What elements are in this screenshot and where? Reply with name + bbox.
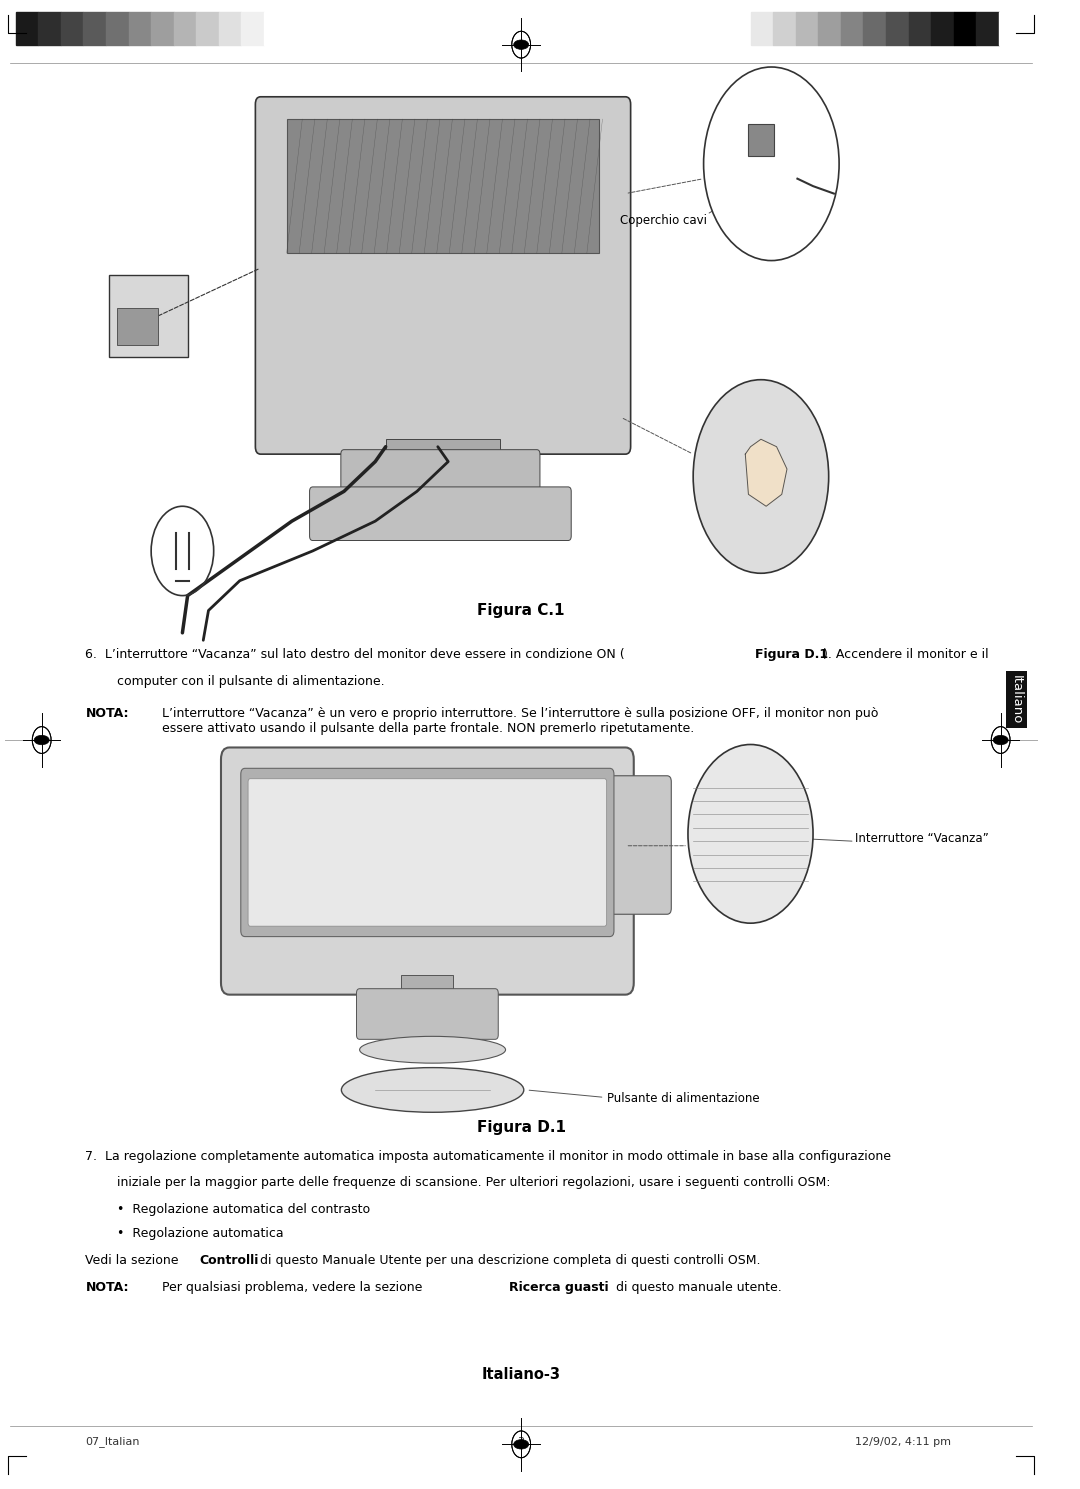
Bar xyxy=(265,12,286,45)
FancyBboxPatch shape xyxy=(356,989,498,1039)
Bar xyxy=(819,12,841,45)
Text: Interruttore “Vacanza”: Interruttore “Vacanza” xyxy=(854,832,988,844)
FancyBboxPatch shape xyxy=(248,779,607,926)
Text: L’interruttore “Vacanza” è un vero e proprio interruttore. Se l’interruttore è s: L’interruttore “Vacanza” è un vero e pro… xyxy=(162,707,878,736)
Text: Coperchio cavi: Coperchio cavi xyxy=(620,214,706,228)
Bar xyxy=(151,12,174,45)
Bar xyxy=(242,12,265,45)
Ellipse shape xyxy=(994,736,1008,744)
Bar xyxy=(117,308,159,345)
Text: 7.  La regolazione completamente automatica imposta automaticamente il monitor i: 7. La regolazione completamente automati… xyxy=(85,1150,891,1163)
Text: Figura D.1: Figura D.1 xyxy=(476,1120,566,1135)
Text: 12/9/02, 4:11 pm: 12/9/02, 4:11 pm xyxy=(854,1437,950,1447)
Text: iniziale per la maggior parte delle frequenze di scansione. Per ulteriori regola: iniziale per la maggior parte delle freq… xyxy=(117,1176,831,1190)
Text: Per qualsiasi problema, vedere la sezione: Per qualsiasi problema, vedere la sezion… xyxy=(162,1281,426,1294)
Bar xyxy=(796,12,819,45)
Polygon shape xyxy=(745,439,787,506)
Bar xyxy=(219,12,242,45)
Text: ). Accendere il monitor e il: ). Accendere il monitor e il xyxy=(823,648,989,661)
Text: 07_Italian: 07_Italian xyxy=(85,1437,140,1447)
Text: Pulsante di alimentazione: Pulsante di alimentazione xyxy=(607,1093,759,1105)
Bar xyxy=(109,275,188,357)
Bar xyxy=(60,12,83,45)
Bar xyxy=(83,12,106,45)
Ellipse shape xyxy=(341,1068,524,1112)
Bar xyxy=(863,12,886,45)
Text: NOTA:: NOTA: xyxy=(85,1281,129,1294)
Bar xyxy=(748,124,774,156)
Ellipse shape xyxy=(514,1440,529,1449)
Bar xyxy=(286,119,599,253)
Text: Italiano: Italiano xyxy=(1010,675,1023,725)
Ellipse shape xyxy=(514,40,529,49)
Text: Figura C.1: Figura C.1 xyxy=(477,603,565,618)
Bar xyxy=(751,12,773,45)
Text: Ricerca guasti: Ricerca guasti xyxy=(509,1281,608,1294)
FancyBboxPatch shape xyxy=(255,97,631,454)
Bar xyxy=(15,12,38,45)
FancyBboxPatch shape xyxy=(221,747,634,995)
Bar xyxy=(174,12,197,45)
Text: 3: 3 xyxy=(517,1437,525,1447)
Bar xyxy=(38,12,60,45)
Circle shape xyxy=(693,380,828,573)
Text: di questo manuale utente.: di questo manuale utente. xyxy=(612,1281,782,1294)
Bar xyxy=(886,12,908,45)
Bar xyxy=(841,12,863,45)
Text: di questo Manuale Utente per una descrizione completa di questi controlli OSM.: di questo Manuale Utente per una descriz… xyxy=(256,1254,761,1267)
FancyBboxPatch shape xyxy=(600,776,672,914)
Text: Figura D.1: Figura D.1 xyxy=(755,648,827,661)
Bar xyxy=(197,12,219,45)
Bar xyxy=(976,12,999,45)
Bar xyxy=(106,12,129,45)
Text: NOTA:: NOTA: xyxy=(85,707,129,721)
Bar xyxy=(999,12,1022,45)
Bar xyxy=(908,12,931,45)
FancyBboxPatch shape xyxy=(341,450,540,503)
Text: computer con il pulsante di alimentazione.: computer con il pulsante di alimentazion… xyxy=(117,675,384,688)
Circle shape xyxy=(703,67,839,261)
Text: Italiano-3: Italiano-3 xyxy=(482,1367,561,1382)
Text: Vedi la sezione: Vedi la sezione xyxy=(85,1254,183,1267)
FancyBboxPatch shape xyxy=(241,768,613,937)
Bar xyxy=(386,439,500,462)
Bar xyxy=(402,975,454,998)
Text: 6.  L’interruttore “Vacanza” sul lato destro del monitor deve essere in condizio: 6. L’interruttore “Vacanza” sul lato des… xyxy=(85,648,625,661)
Bar xyxy=(773,12,796,45)
Bar xyxy=(931,12,954,45)
Text: •  Regolazione automatica del contrasto: • Regolazione automatica del contrasto xyxy=(117,1203,369,1217)
Bar xyxy=(954,12,976,45)
Text: Controlli: Controlli xyxy=(199,1254,258,1267)
Circle shape xyxy=(688,744,813,923)
Bar xyxy=(129,12,151,45)
Ellipse shape xyxy=(360,1036,505,1063)
Text: •  Regolazione automatica: • Regolazione automatica xyxy=(117,1227,283,1240)
Ellipse shape xyxy=(35,736,50,744)
FancyBboxPatch shape xyxy=(310,487,571,541)
